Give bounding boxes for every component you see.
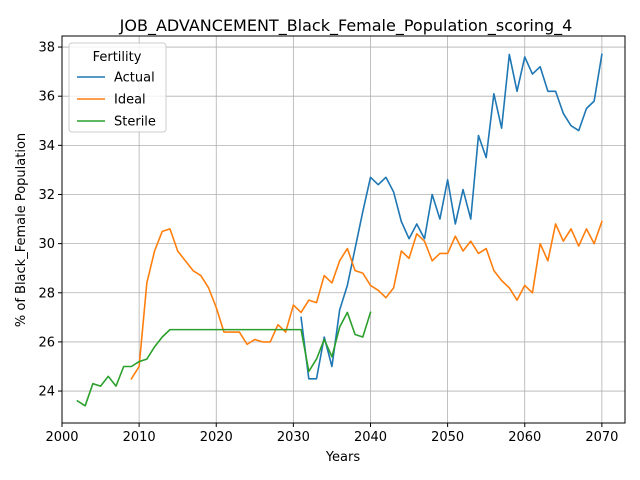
legend-box [68,42,167,133]
series-line-sterile [76,311,372,407]
x-axis-label: Years [325,450,361,465]
x-tick-label: 2000 [45,430,78,445]
y-tick-label: 24 [38,385,55,400]
series-line-actual [300,53,603,380]
grid-lines [61,36,625,423]
x-tick-label: 2020 [200,430,233,445]
x-tick-label: 2010 [123,430,156,445]
legend-entries: Actual Ideal Sterile [77,71,156,130]
y-axis-label: % of Black_Female Population [14,133,29,327]
x-tick-label: 2030 [277,430,310,445]
legend-title: Fertility [93,50,142,65]
legend-label-actual: Actual [114,71,155,86]
legend-label-sterile: Sterile [114,115,156,130]
y-tick-label: 26 [38,335,55,350]
y-tick-label: 28 [38,286,55,301]
legend-label-ideal: Ideal [114,93,146,108]
plot-frame [61,35,626,424]
y-tick-label: 34 [38,139,55,154]
legend: Fertility Actual Ideal Sterile [68,42,167,133]
y-tick-label: 32 [38,188,55,203]
y-tick-label: 36 [38,90,55,105]
x-tick-label: 2060 [508,430,541,445]
x-tick-label: 2040 [354,430,387,445]
x-tick-label: 2070 [585,430,618,445]
series-lines [76,53,603,407]
axis-ticks: 2000 2010 2020 2030 2040 2050 2060 2070 24 26 28 30… [38,41,618,445]
x-tick-label: 2050 [431,430,464,445]
y-tick-label: 30 [38,237,55,252]
series-line-ideal [130,220,603,380]
y-tick-label: 38 [38,41,55,56]
chart-title: JOB_ADVANCEMENT_Black_Female_Population_… [119,16,573,36]
